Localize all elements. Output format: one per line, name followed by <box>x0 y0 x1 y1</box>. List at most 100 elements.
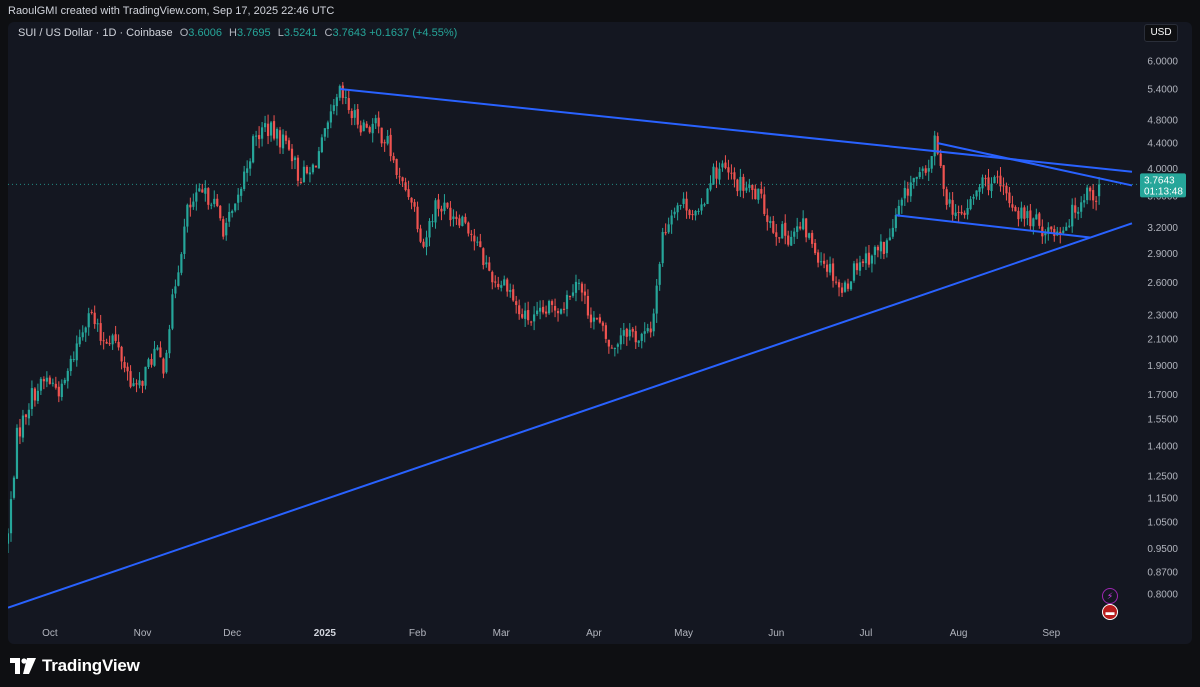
candle-body <box>960 211 963 214</box>
candle-body <box>222 219 225 237</box>
candle-body <box>362 122 365 132</box>
candle-body <box>344 97 347 99</box>
candle-body <box>876 246 880 251</box>
candle-body <box>745 187 748 191</box>
candle-body <box>533 314 536 322</box>
candle-body <box>673 211 676 215</box>
candle-body <box>8 533 10 544</box>
price-axis-label: 2.3000 <box>1147 310 1178 321</box>
candle-body <box>159 347 162 358</box>
tradingview-logo[interactable]: TradingView <box>10 656 140 676</box>
lightning-icon[interactable]: ⚡ <box>1102 588 1118 604</box>
candle-body <box>1068 225 1071 227</box>
candle-body <box>903 187 906 199</box>
trendline[interactable] <box>8 222 1133 609</box>
candle-body <box>473 235 476 242</box>
candle-body <box>718 168 721 180</box>
symbol-legend[interactable]: SUI / US Dollar · 1D · Coinbase O3.6006 … <box>18 27 457 39</box>
candle-body <box>763 194 766 214</box>
candle-body <box>700 204 703 211</box>
candle-body <box>565 294 569 309</box>
candle-body <box>1032 218 1035 227</box>
candle-body <box>452 216 455 219</box>
candle-body <box>963 212 966 215</box>
candle-body <box>793 231 796 237</box>
candle-body <box>81 332 84 338</box>
candle-body <box>219 205 222 219</box>
candle-body <box>386 135 389 144</box>
candle-body <box>724 162 727 168</box>
candle-body <box>655 285 658 314</box>
candle-body <box>54 383 57 388</box>
currency-button[interactable]: USD <box>1144 24 1178 42</box>
time-axis[interactable]: Oct Nov Dec 2025 Feb Mar Apr May Jun Jul Aug Sep <box>42 628 1061 639</box>
candle-body <box>846 283 850 289</box>
price-axis-label: 1.1500 <box>1147 494 1178 505</box>
candle-body <box>649 328 652 333</box>
candle-body <box>897 205 900 217</box>
candle-body <box>419 228 422 242</box>
time-axis-label: Sep <box>1042 628 1060 639</box>
candle-body <box>258 135 261 140</box>
candle-body <box>45 377 48 382</box>
candle-body <box>287 140 291 150</box>
symbol-title[interactable]: SUI / US Dollar · 1D · Coinbase <box>18 27 173 39</box>
candle-body <box>604 325 607 339</box>
candle-body <box>204 187 207 194</box>
high-label: H <box>229 27 237 39</box>
candle-body <box>598 317 601 323</box>
candle-body <box>990 183 993 192</box>
candle-body <box>120 346 123 362</box>
candle-body <box>470 233 473 235</box>
candle-body <box>736 179 739 192</box>
high-value: 3.7695 <box>236 27 271 39</box>
candle-body <box>332 105 335 111</box>
candle-body <box>24 414 28 418</box>
candle-body <box>879 241 882 252</box>
candle-body <box>455 216 458 220</box>
chart-panel[interactable]: 6.00005.40004.80004.40004.00003.60003.20… <box>8 22 1192 644</box>
candle-body <box>509 290 512 292</box>
candle-body <box>778 237 781 239</box>
candle-body <box>66 370 69 382</box>
trendline[interactable] <box>895 214 1091 239</box>
candle-body <box>945 189 948 205</box>
trendline[interactable] <box>339 87 1133 173</box>
candle-body <box>921 168 924 171</box>
candle-body <box>171 294 174 329</box>
candle-body <box>42 379 45 382</box>
candle-body <box>317 151 320 169</box>
candle-body <box>790 236 793 246</box>
candle-body <box>174 286 177 294</box>
candle-body <box>993 176 996 184</box>
price-axis-label: 1.9000 <box>1147 361 1178 372</box>
candle-body <box>799 226 802 229</box>
change-value: +0.1637 (+4.55%) <box>369 27 458 39</box>
candle-body <box>228 211 231 222</box>
candle-body <box>443 202 446 212</box>
us-flag-icon[interactable]: ▬ <box>1102 604 1118 620</box>
candle-body <box>939 153 942 166</box>
candle-body <box>742 176 745 191</box>
price-chart[interactable]: 6.00005.40004.80004.40004.00003.60003.20… <box>8 22 1192 644</box>
price-axis-label: 1.5500 <box>1147 415 1178 426</box>
candle-body <box>589 314 593 323</box>
candle-body <box>730 172 733 174</box>
candle-body <box>296 157 300 181</box>
brand-name: TradingView <box>42 656 140 675</box>
candle-body <box>278 130 282 148</box>
candle-body <box>769 220 772 224</box>
candle-body <box>571 292 575 296</box>
candle-body <box>440 208 443 212</box>
candle-body <box>518 305 521 315</box>
candle-body <box>643 331 646 334</box>
candle-body <box>350 111 353 119</box>
candle-body <box>811 232 814 244</box>
trendline[interactable] <box>937 142 1133 187</box>
candle-body <box>198 188 201 192</box>
candle-body <box>353 110 356 118</box>
price-axis[interactable]: 6.00005.40004.80004.40004.00003.60003.20… <box>1147 57 1178 601</box>
candle-body <box>802 218 805 230</box>
candle-body <box>667 224 670 233</box>
candle-body <box>437 199 440 209</box>
